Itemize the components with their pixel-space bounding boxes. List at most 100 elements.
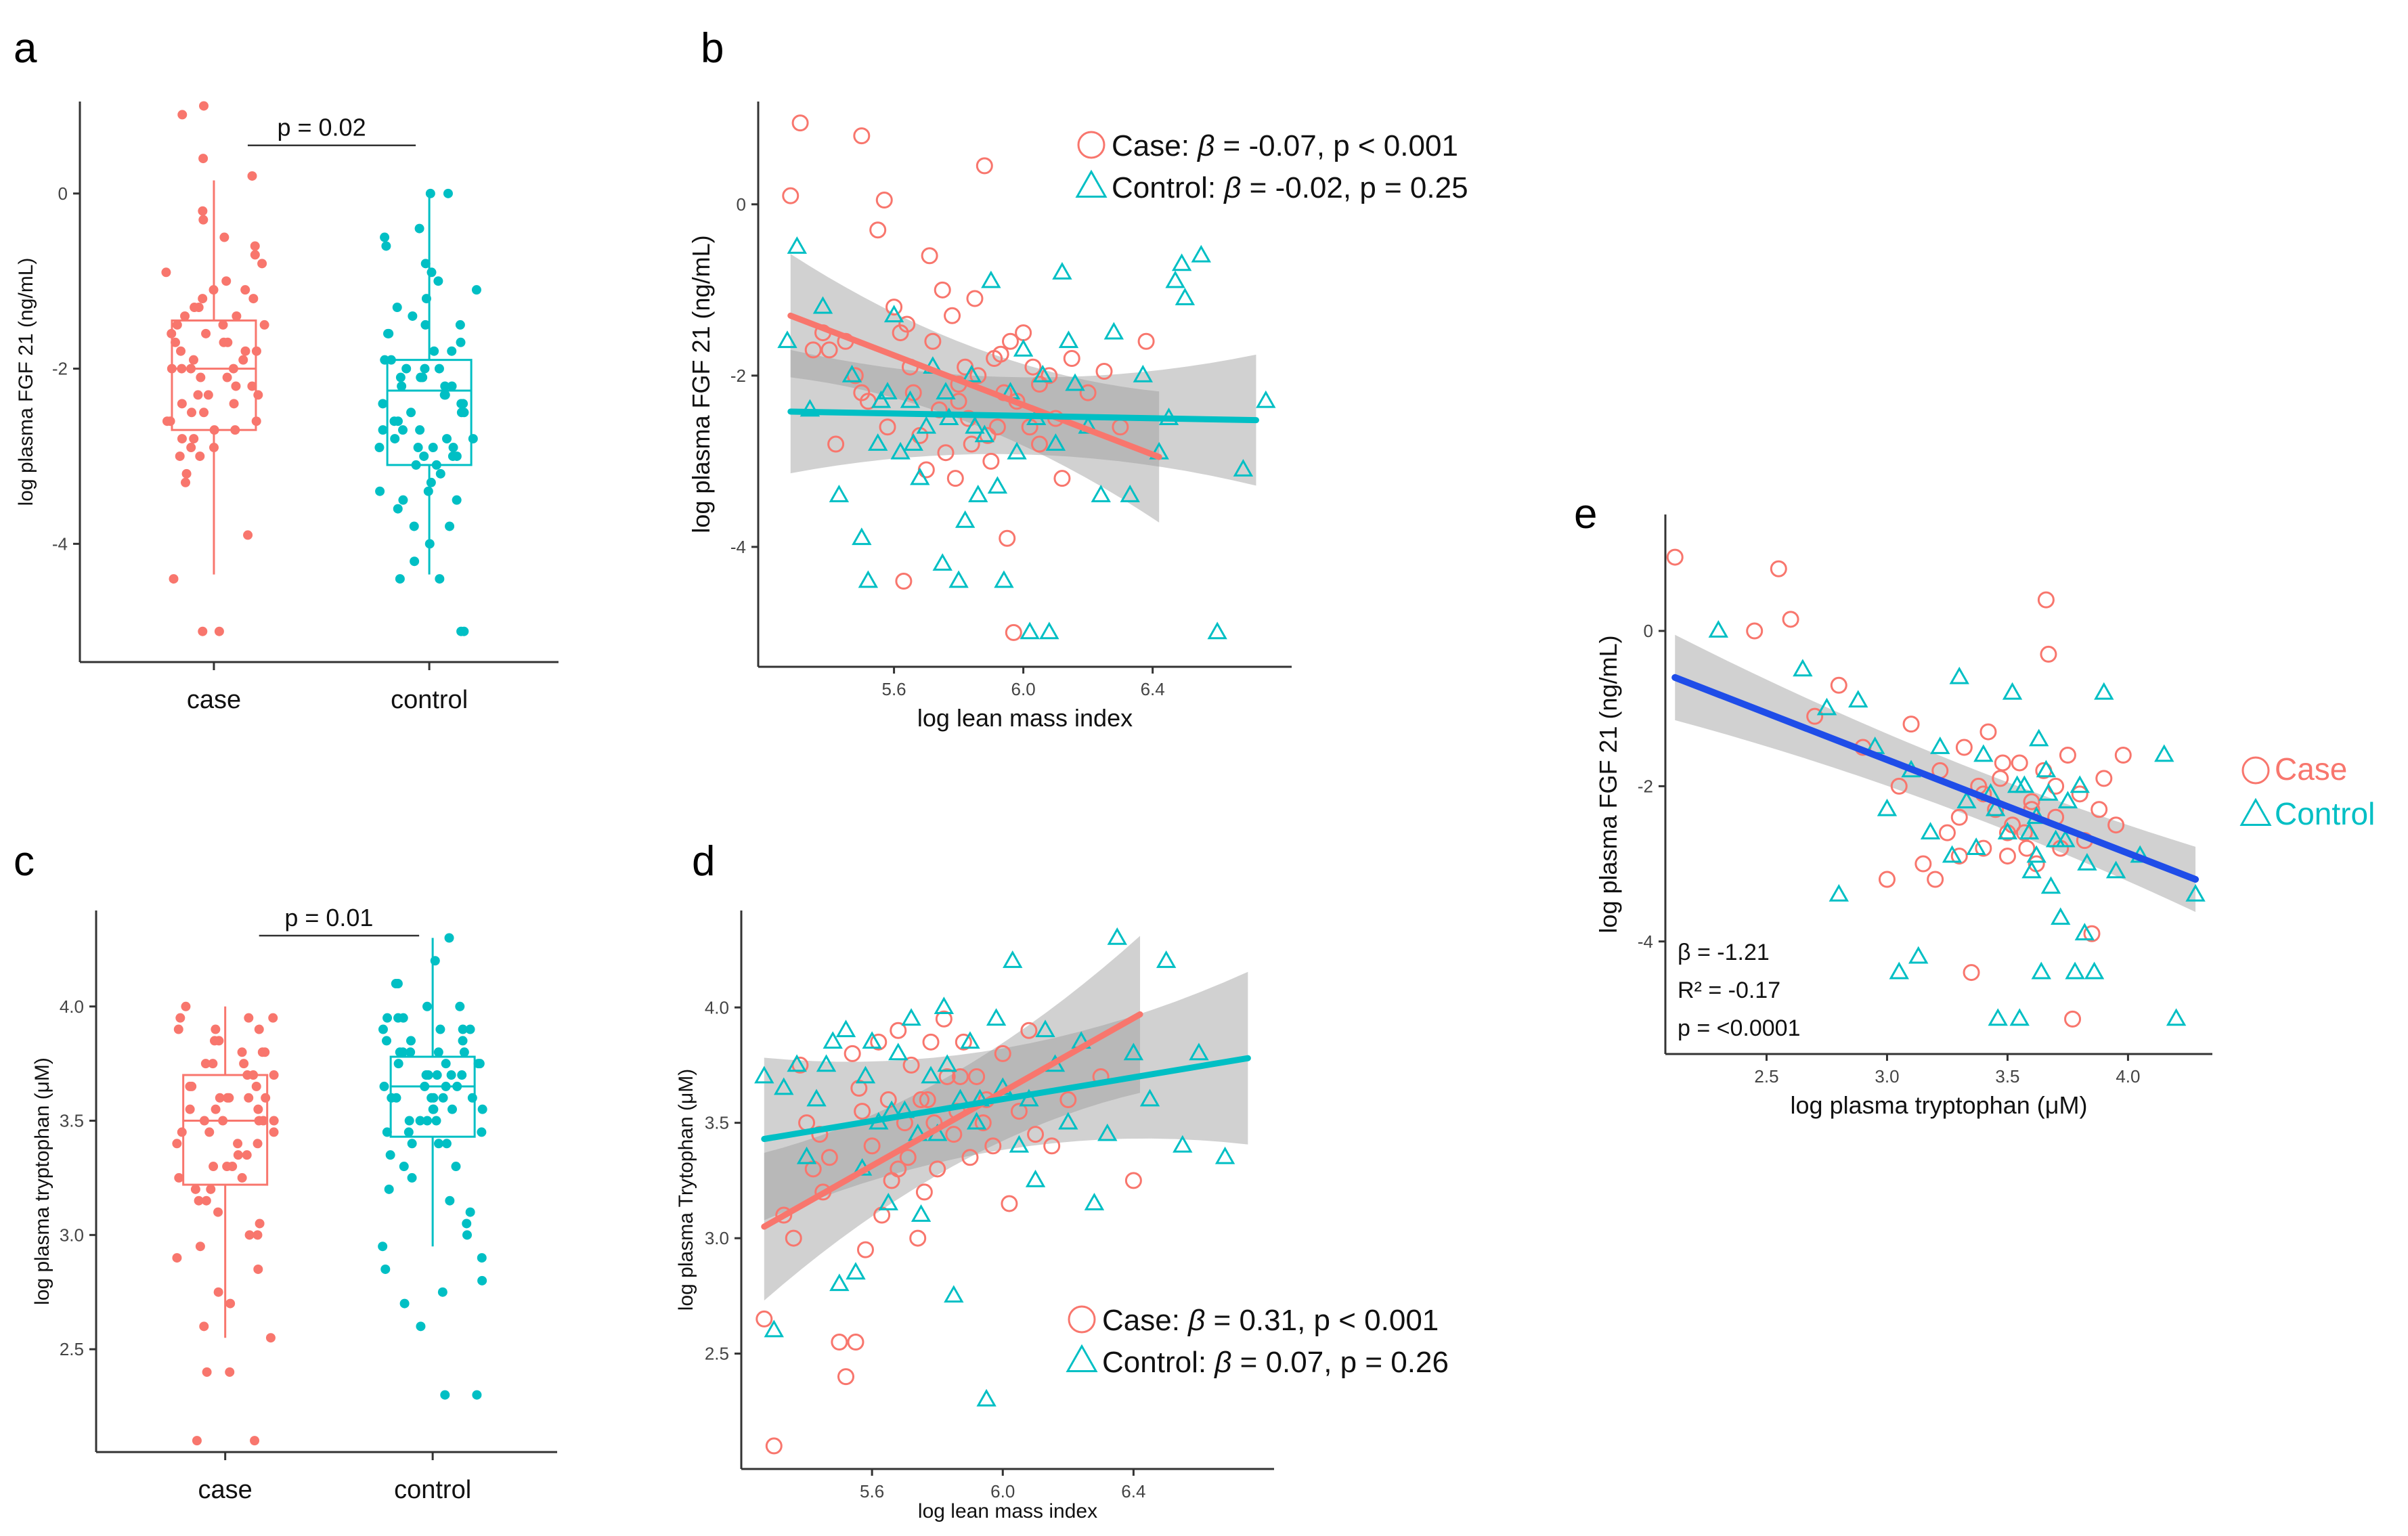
panel-c-point-control [398,1013,408,1023]
panel-c-y-axis-label: log plasma tryptophan (μM) [31,1057,53,1305]
panel-b-point-control [1091,484,1111,502]
panel-b-point-control [1007,441,1027,460]
panel-b-point-control [858,570,879,588]
panel-d-point-case [929,1160,946,1178]
panel-b-point-case [937,444,955,462]
panel-a-point-control [413,443,423,453]
panel-b-point-control [994,570,1014,588]
panel-e-point-control [2077,853,2097,871]
panel-a-point-case [180,311,190,321]
panel-c-point-case [268,1013,278,1023]
panel-c-point-control [406,1036,416,1046]
panel-a-point-control [456,408,466,418]
panel-e-point-control [2154,744,2174,762]
panel-c-point-control [459,1047,469,1057]
panel-c-point-control [452,1081,462,1091]
panel-e-x-tick-label: 3.0 [1875,1066,1899,1087]
panel-c-point-control [393,1059,403,1069]
panel-a-point-case [177,399,187,409]
panel-d-point-case [785,1229,802,1247]
panel-b-point-control [936,382,956,400]
panel-a-point-control [378,399,388,409]
panel-e-y-axis-label: log plasma FGF 21 (ng/mL) [1594,635,1622,933]
panel-e-plot: 0 -2 -4 2.5 3.0 3.5 4.0 log plasma tryptophan (… [1594,514,2375,1119]
panel-e-point-case [2090,801,2108,818]
panel-a-point-case [229,399,239,409]
panel-b-x-axis-label: log lean mass index [917,704,1133,732]
panel-c-pvalue: p = 0.01 [284,904,373,931]
panel-c-point-case [208,1059,218,1069]
panel-e-point-control [2040,876,2061,894]
panel-e-point-control [2094,682,2114,700]
panel-a-point-control [398,425,408,435]
panel-d-legend-stats: = 0.07, p = 0.26 [1231,1346,1448,1379]
panel-e-point-control [2019,822,2040,840]
panel-d-point-control [960,1031,980,1049]
panel-b-point-case [1015,324,1032,342]
panel-c-point-control [404,1116,414,1126]
panel-a-point-control [455,320,465,330]
panel-b-fit-line-case [787,312,1162,460]
panel-b-y-tick-label: -4 [730,537,746,557]
panel-a-point-case [243,530,253,540]
panel-b-point-control [1256,390,1276,408]
panel-c-point-case [254,1024,264,1034]
panel-a-point-control [420,320,431,330]
panel-b-point-case [999,529,1016,547]
panel-c-point-control [455,1001,465,1011]
panel-d-point-control [878,1192,898,1210]
panel-c-point-case [213,1207,223,1217]
panel-b-x-tick-label: 5.6 [882,679,906,699]
panel-a-point-case [221,276,232,286]
panel-a-point-control [393,504,403,514]
panel-c-point-control [430,956,440,966]
panel-e-point-control [2031,961,2051,980]
panel-d-point-case [844,1045,861,1062]
panel-c-point-control [382,1127,392,1137]
panel-c-point-case [269,1070,279,1080]
panel-d-point-case [961,1149,979,1166]
panel-d-legend-beta: β [1213,1346,1231,1379]
panel-e-point-control [1908,946,1929,964]
panel-a-point-case [240,285,250,295]
panel-b-point-case [820,341,838,359]
panel-c-point-case [244,1093,254,1103]
panel-a-point-control [434,364,444,374]
panel-d-point-case [922,1033,940,1051]
panel-b-point-control [871,390,892,408]
panel-a-point-case [219,232,229,242]
panel-a-point-control [421,294,431,304]
panel-d-point-control [1107,927,1127,945]
panel-a-point-case [193,390,203,400]
panel-a-y-axis-label: log plasma FGF 21 (ng/mL) [15,258,37,506]
panel-d-point-control [921,1066,941,1084]
panel-e-point-control [2038,783,2059,801]
panel-c-point-control [399,1298,410,1309]
panel-c-point-control [382,1013,393,1023]
panel-c-point-case [260,1047,270,1057]
panel-c-point-control [477,1127,487,1137]
panel-b-point-case [944,307,961,324]
panel-d-legend-label-control: Control: β = 0.07, p = 0.26 [1102,1346,1449,1379]
panel-a-point-control [456,626,466,636]
panel-b-point-control [916,416,937,434]
panel-a-point-case [172,320,182,330]
panel-label-a: a [14,25,37,72]
panel-e-y-tick-label: -2 [1638,776,1653,796]
panel-c-point-control [422,1001,432,1011]
panel-d-point-control [774,1077,794,1095]
panel-b-point-case [1079,384,1097,401]
panel-c-point-case [251,1081,261,1091]
panel-a-point-case [253,390,263,400]
panel-a-point-case [171,337,181,347]
panel-c-point-control [422,1116,433,1126]
panel-c-point-control [467,1093,477,1103]
panel-a-point-case [177,434,187,444]
panel-d-point-case [968,1068,986,1085]
panel-a-point-case [232,311,242,321]
panel-e-point-case [2023,793,2040,810]
panel-b-point-case [782,187,800,204]
panel-label-e: e [1574,491,1597,537]
panel-a-point-control [429,346,439,356]
panel-c-point-control [398,1047,408,1057]
